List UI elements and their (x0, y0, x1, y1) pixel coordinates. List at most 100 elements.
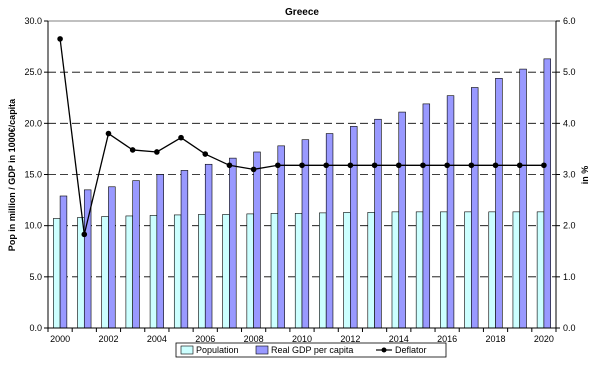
deflator-point (226, 162, 233, 169)
gdp-bar (204, 163, 213, 329)
population-bar (173, 214, 182, 329)
deflator-point (492, 162, 499, 169)
chart-title: Greece (285, 7, 319, 18)
y-axis-label: Pop in million / GDP in 1000€/capita (7, 98, 17, 251)
y2-tick-label: 1.0 (563, 272, 576, 282)
population-bar (198, 214, 206, 329)
x-tick-label: 2016 (437, 334, 457, 344)
population-bar (222, 214, 230, 329)
gdp-bar (156, 174, 164, 329)
deflator-point (105, 130, 112, 137)
population-bar (319, 212, 327, 329)
x-tick-label: 2018 (486, 334, 506, 344)
legend: Population Real GDP per capita Deflator (175, 342, 447, 358)
gdp-bar (374, 118, 382, 329)
population-bar (53, 218, 61, 329)
y2-tick-label: 5.0 (563, 67, 576, 77)
legend-label: Deflator (395, 345, 427, 355)
x-tick-label: 2000 (50, 334, 70, 344)
gdp-bar (398, 111, 406, 329)
deflator-point (129, 147, 136, 153)
legend-box (175, 342, 447, 358)
deflator-point (420, 162, 426, 169)
deflator-point (323, 162, 329, 169)
population-bar (294, 213, 303, 329)
axes: 0.0 5.0 10.0 15.0 20.0 25.0 30.0 0.0 1.0 2.0 3.0 4.… (24, 16, 575, 344)
population-bar (440, 211, 448, 329)
y-tick-label: 0.0 (29, 323, 42, 333)
gdp-bar (422, 103, 431, 329)
y-tick-label: 5.0 (29, 272, 42, 282)
gdp-bar (132, 180, 140, 329)
deflator-point (154, 149, 160, 155)
population-bar (101, 216, 109, 329)
deflator-point (299, 162, 305, 169)
x-tick-label: 2012 (340, 334, 360, 344)
y2-tick-label: 4.0 (563, 118, 576, 128)
x-tick-label: 2002 (98, 334, 118, 344)
population-bar (415, 211, 424, 329)
deflator-point (468, 162, 475, 169)
population-bar (270, 213, 279, 329)
gdp-bar (253, 151, 261, 329)
x-tick-label: 2014 (389, 334, 409, 344)
y2-tick-label: 3.0 (563, 170, 576, 180)
deflator-point (81, 231, 88, 238)
legend-label: Population (196, 345, 239, 355)
legend-swatch (255, 345, 269, 355)
population-bar (464, 211, 472, 329)
gdp-bar (495, 78, 503, 329)
deflator-point (250, 166, 257, 173)
population-bar (125, 215, 133, 329)
deflator-point (57, 36, 63, 42)
legend-marker (381, 347, 387, 353)
y-tick-label: 30.0 (24, 16, 42, 26)
legend-label: Real GDP per capita (271, 345, 353, 355)
legend-swatch (180, 345, 194, 355)
deflator-point (395, 162, 402, 169)
gdp-bar (229, 157, 237, 329)
y-tick-label: 25.0 (24, 67, 42, 77)
y2-axis-label: in % (580, 166, 590, 185)
gdp-bar (471, 87, 479, 329)
y-tick-label: 10.0 (24, 221, 42, 231)
deflator-line-group (57, 36, 547, 238)
deflator-point (178, 134, 184, 141)
gdp-bar (59, 195, 68, 329)
x-tick-label: 2006 (195, 334, 215, 344)
population-bar (391, 211, 400, 329)
gdp-bar (180, 170, 189, 329)
gdp-bar (446, 95, 455, 329)
deflator-point (202, 151, 209, 157)
x-tick-label: 2010 (292, 334, 312, 344)
y-tick-label: 15.0 (24, 170, 42, 180)
x-tick-label: 2004 (147, 334, 167, 344)
y2-tick-label: 6.0 (563, 16, 576, 26)
bars (53, 58, 551, 329)
population-bar (536, 211, 545, 329)
population-bar (367, 212, 375, 329)
gdp-bar (543, 58, 551, 329)
deflator-point (347, 162, 354, 169)
gdp-bar (519, 68, 527, 329)
gdp-bar (350, 126, 358, 329)
gdp-bar (108, 186, 116, 329)
y2-tick-label: 2.0 (563, 221, 576, 231)
x-tick-label: 2020 (534, 334, 554, 344)
y2-tick-label: 0.0 (563, 323, 576, 333)
deflator-point (275, 162, 281, 169)
deflator-point (541, 162, 547, 169)
y-tick-label: 20.0 (24, 118, 42, 128)
population-bar (246, 213, 254, 329)
deflator-point (516, 162, 523, 169)
population-bar (149, 215, 158, 329)
deflator-point (371, 162, 378, 169)
gdp-bar (301, 139, 310, 329)
population-bar (343, 212, 351, 329)
population-bar (512, 211, 521, 329)
x-tick-label: 2008 (244, 334, 264, 344)
gdp-bar (277, 145, 285, 329)
deflator-point (444, 162, 450, 169)
population-bar (488, 211, 496, 329)
